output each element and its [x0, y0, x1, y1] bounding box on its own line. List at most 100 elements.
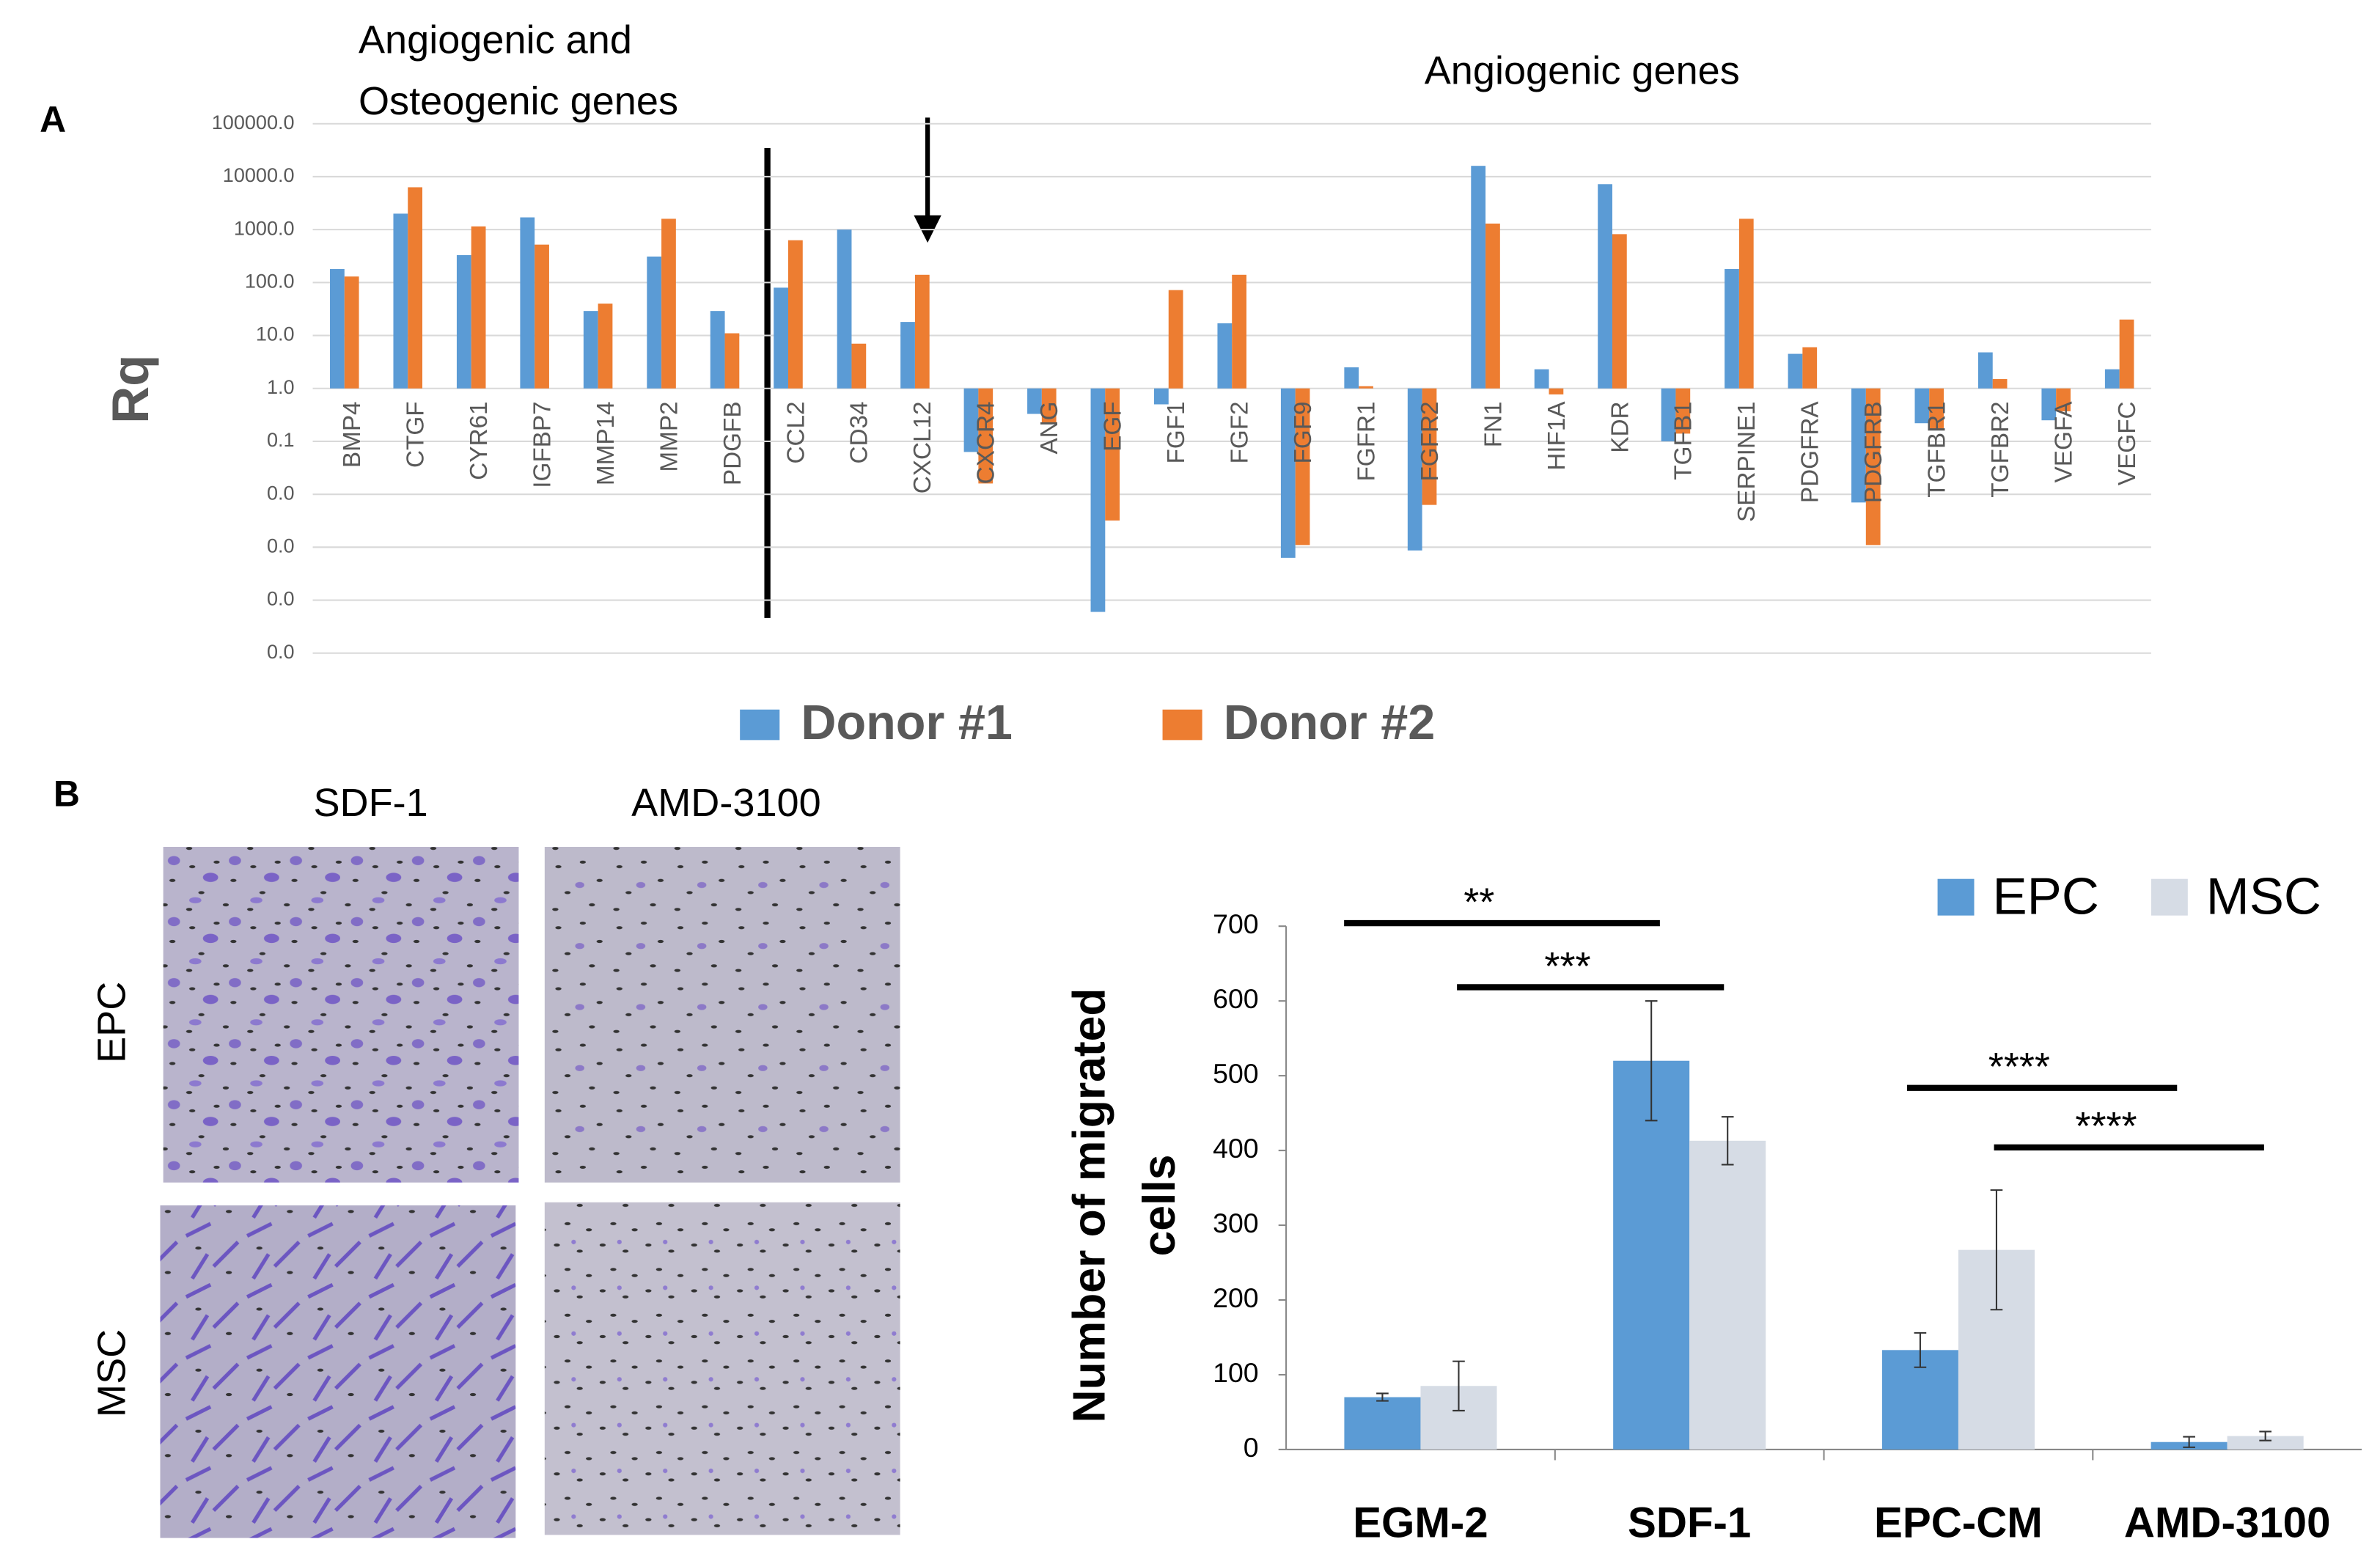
bar [1914, 388, 1930, 424]
y-tick-label: 0.0 [267, 588, 295, 610]
micrograph [163, 847, 519, 1183]
micrograph [544, 1202, 900, 1535]
bar [583, 311, 598, 389]
bar [837, 229, 852, 389]
bar [1661, 388, 1676, 441]
x-tick-label: KDR [1606, 401, 1634, 452]
bar [1168, 290, 1183, 389]
y-tick-label: 10000.0 [223, 164, 295, 186]
x-tick-label: HIF1A [1543, 401, 1571, 471]
bar [471, 226, 486, 389]
annotation: Angiogenic and [359, 18, 632, 62]
legend-label: EPC [1992, 867, 2098, 925]
error-bar [2259, 1430, 2272, 1441]
error-bar [1990, 1189, 2003, 1311]
bar [851, 343, 867, 389]
x-tick-label: IGFBP7 [529, 401, 556, 488]
bar [1992, 379, 2008, 389]
y-axis-title: Rq [101, 355, 159, 424]
bar [1232, 274, 1246, 389]
annotation: Angiogenic genes [1425, 48, 1740, 92]
x-tick-label: CTGF [403, 401, 430, 468]
bar [393, 213, 408, 389]
bar [1090, 388, 1106, 612]
x-tick-label: SERPINE1 [1733, 401, 1760, 522]
legend-swatch [1937, 878, 1975, 916]
y-tick-label: 100000.0 [212, 111, 295, 133]
bar [456, 254, 471, 389]
x-tick-label: VEGFA [2050, 401, 2077, 483]
bar [1534, 369, 1549, 389]
significance-label: ** [1463, 880, 1494, 924]
significance-label: **** [1988, 1045, 2050, 1089]
y-tick-label: 600 [1213, 983, 1258, 1014]
bar [2056, 388, 2071, 411]
error-bar [1452, 1360, 1465, 1411]
bar [520, 217, 535, 389]
y-tick-label: 0.1 [267, 429, 295, 451]
x-tick-label: PDGFB [719, 401, 746, 485]
bar [1675, 388, 1691, 434]
x-tick-label: VEGFC [2114, 401, 2141, 485]
bar [1041, 388, 1057, 424]
x-tick-label: FGF9 [1290, 401, 1317, 463]
bar [2104, 369, 2120, 389]
legend-swatch [740, 709, 780, 741]
x-tick-label: ANG [1036, 401, 1063, 454]
x-tick-label: EGF [1100, 401, 1127, 451]
error-bar [2183, 1436, 2195, 1448]
legend-label: MSC [2206, 867, 2321, 925]
annotation: Osteogenic genes [359, 79, 678, 123]
bar [2041, 388, 2057, 421]
y-tick-label: 500 [1213, 1058, 1258, 1089]
bar [1422, 388, 1437, 505]
x-tick-label: FGFR2 [1417, 401, 1444, 481]
y-tick-label: 1000.0 [234, 217, 295, 239]
y-tick-label: 10.0 [256, 323, 295, 345]
bar [1344, 1397, 1421, 1450]
bar [1407, 388, 1422, 551]
significance-label: **** [2075, 1104, 2137, 1148]
legend-swatch [1162, 709, 1202, 741]
x-tick-label: EGM-2 [1353, 1499, 1488, 1546]
bar [598, 304, 613, 389]
x-tick-label: SDF-1 [1628, 1499, 1751, 1546]
significance-label: *** [1544, 944, 1590, 988]
x-tick-label: FGF2 [1227, 401, 1254, 463]
x-tick-label: MMP2 [655, 401, 683, 471]
bar [535, 244, 549, 389]
bar [710, 311, 725, 389]
y-tick-label: 0.0 [267, 535, 295, 557]
x-tick-label: AMD-3100 [2124, 1499, 2331, 1546]
x-tick-label: PDGFRB [1860, 401, 1887, 503]
micrograph [544, 847, 900, 1183]
bar [914, 274, 930, 389]
bar [1977, 352, 1993, 389]
x-tick-label: EPC-CM [1874, 1499, 2043, 1546]
x-tick-label: CCL2 [782, 401, 809, 463]
x-tick-label: BMP4 [339, 401, 366, 468]
legend-swatch [2151, 878, 2188, 916]
y-tick-label: 100.0 [245, 270, 295, 292]
x-tick-label: FN1 [1480, 401, 1507, 447]
bar [1549, 388, 1564, 394]
bar [1295, 388, 1310, 546]
panel-label: A [40, 99, 66, 140]
bar [1485, 223, 1500, 389]
micrograph [160, 1205, 516, 1538]
bar [1738, 218, 1754, 389]
bar [1105, 388, 1120, 521]
bar [774, 287, 789, 389]
bar [647, 256, 662, 389]
y-tick-label: 1.0 [267, 376, 295, 398]
x-tick-label: FGFR1 [1353, 401, 1380, 481]
bar [1865, 388, 1881, 546]
x-tick-label: TGFBR2 [1987, 401, 2014, 497]
bar [788, 240, 803, 389]
y-tick-label: 700 [1213, 908, 1258, 939]
x-tick-label: TGFB1 [1670, 401, 1697, 480]
x-tick-label: TGFBR1 [1924, 401, 1951, 497]
bar [1598, 184, 1612, 389]
image-column-label: AMD-3100 [631, 781, 821, 825]
